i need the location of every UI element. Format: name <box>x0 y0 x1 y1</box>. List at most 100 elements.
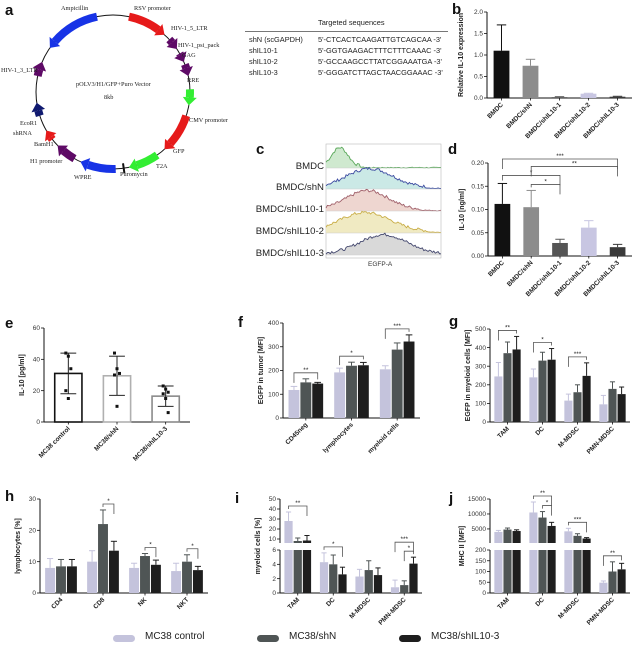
bar <box>391 349 403 418</box>
x-tick-label: lymphocytes <box>322 421 355 454</box>
feature-label-hiv-psi-pack: HIV-1_psi_pack <box>178 42 220 49</box>
data-point <box>118 371 121 375</box>
y-tick-label: 6 <box>272 547 276 554</box>
panel-letter-e: e <box>5 315 14 332</box>
bar <box>493 50 510 98</box>
bar <box>617 394 626 422</box>
feature-label-shrna: shRNA <box>13 130 32 137</box>
bar <box>87 561 98 593</box>
significance-label: * <box>107 498 110 505</box>
feature-label-rsv-promoter: RSV promoter <box>134 5 171 12</box>
significance-label: ** <box>505 324 511 331</box>
plasmid-feature-hiv-1-psi-pack <box>176 51 184 57</box>
y-tick-label: 0 <box>482 590 486 597</box>
bar <box>617 569 626 593</box>
significance-label: ** <box>295 500 301 507</box>
bar <box>355 576 364 593</box>
y-tick-label: 100 <box>475 569 486 576</box>
panel-letter-b: b <box>452 1 462 18</box>
significance-label: * <box>541 337 544 344</box>
significance-bracket <box>288 505 308 516</box>
histogram-curve <box>325 166 442 189</box>
bar <box>573 550 582 593</box>
feature-label-gag: GAG <box>182 52 196 59</box>
bar <box>564 550 573 593</box>
bar <box>140 556 150 593</box>
bar <box>503 550 512 593</box>
y-tick-label: 20 <box>33 388 41 395</box>
bar <box>379 369 391 418</box>
bar <box>564 400 573 422</box>
y-tick-label: 100 <box>475 401 486 408</box>
bar <box>293 541 302 543</box>
x-tick-label: PMN-MDSC <box>586 425 616 455</box>
significance-bracket <box>339 355 364 366</box>
data-point <box>64 351 68 355</box>
y-tick-label: 300 <box>475 363 486 370</box>
significance-label: * <box>546 500 549 507</box>
x-tick-label: MC38/shIL10-3 <box>132 425 169 462</box>
bar <box>364 570 373 593</box>
bar <box>338 574 347 593</box>
histogram-label: BMDC/shIL10-3 <box>255 248 324 259</box>
feature-label-t2a: T2A <box>156 163 168 170</box>
bar <box>529 550 538 593</box>
x-tick-label: DC <box>325 596 337 608</box>
y-tick-label: 1.5 <box>474 31 483 38</box>
significance-bracket <box>568 356 587 367</box>
sequence-table-header: Targeted sequences <box>318 18 385 27</box>
bar <box>357 365 369 418</box>
y-tick-label: 0 <box>272 590 276 597</box>
y-tick-label: 0 <box>36 419 40 426</box>
data-point <box>164 387 168 391</box>
bar <box>329 564 338 593</box>
y-tick-label: 10000 <box>468 511 486 518</box>
bar <box>582 550 591 593</box>
feature-label-h1-promoter: H1 promoter <box>30 158 63 165</box>
x-tick-label: MC38/shN <box>93 425 120 452</box>
bar <box>599 404 608 422</box>
significance-bracket <box>293 372 319 383</box>
plasmid-arrowhead <box>32 61 47 72</box>
bar <box>522 65 539 98</box>
plasmid-feature-cmv-promoter <box>167 114 191 147</box>
y-tick-label: 4 <box>272 562 276 569</box>
bar <box>150 564 161 593</box>
data-point <box>161 392 165 396</box>
y-axis-title: EGFP in myeloid cells [MFI] <box>465 330 472 422</box>
bar <box>284 550 293 593</box>
y-tick-label: 30 <box>269 516 277 523</box>
plasmid-feature-hiv-1-3-ltr <box>33 68 44 77</box>
histogram-curve <box>325 232 441 255</box>
significance-bracket <box>542 505 552 516</box>
x-tick-label: BMDC <box>487 259 506 278</box>
bar <box>494 376 503 422</box>
legend-swatch-shil10-3 <box>399 635 421 642</box>
y-tick-label: 0.0 <box>474 95 483 102</box>
histogram-curve <box>325 210 442 234</box>
feature-label-puromycin: Puromycin <box>120 171 148 178</box>
histogram-fill <box>326 147 441 168</box>
bar <box>580 227 597 256</box>
plasmid-feature-gag <box>181 62 191 70</box>
bar <box>494 531 503 543</box>
sequence-row-seq: 5'-GGGATCTTAGCTAACGGAAAC -3' <box>318 68 443 77</box>
y-axis-title: lymphocytes [%] <box>15 518 22 574</box>
x-tick-label: M-MDSC <box>348 596 372 620</box>
plasmid-arrowhead <box>174 51 187 62</box>
x-tick-label: TAM <box>496 596 511 611</box>
y-tick-label: 2.0 <box>474 9 483 16</box>
y-tick-label: 0.05 <box>471 230 484 237</box>
significance-label: * <box>544 178 547 185</box>
significance-bracket <box>502 175 561 186</box>
significance-label: * <box>350 350 353 357</box>
bar <box>284 521 293 543</box>
significance-bracket <box>102 503 115 514</box>
bar <box>45 567 56 593</box>
bar <box>494 203 511 256</box>
significance-bracket <box>603 555 622 566</box>
feature-label-rre: RRE <box>187 77 200 84</box>
feature-label-ecor1: EcoR1 <box>20 120 38 127</box>
x-tick-label: CD45neg <box>284 421 309 446</box>
